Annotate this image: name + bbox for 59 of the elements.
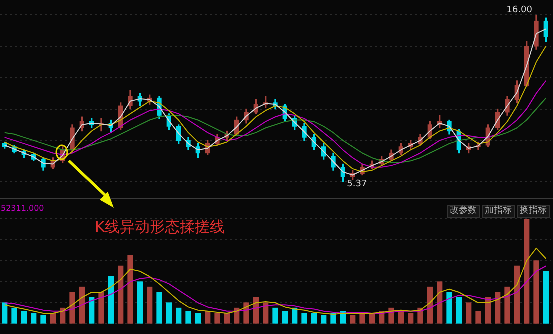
bar — [408, 313, 414, 324]
bar — [89, 297, 95, 324]
bar — [427, 286, 433, 324]
bar — [166, 302, 172, 324]
bar — [476, 311, 482, 324]
bar — [263, 302, 269, 324]
bar — [437, 282, 443, 324]
bar — [543, 271, 549, 324]
bar — [195, 313, 201, 324]
bar — [137, 282, 143, 324]
annotation: 5.37 — [347, 179, 368, 190]
bar — [128, 255, 134, 324]
bar — [282, 311, 288, 324]
bar — [70, 292, 76, 324]
bar — [340, 311, 346, 324]
text: 加指标 — [482, 205, 515, 218]
bar — [321, 315, 327, 324]
bar — [466, 302, 472, 324]
bar — [369, 313, 375, 324]
bar — [31, 313, 37, 324]
bar — [98, 292, 104, 324]
bar — [272, 308, 278, 324]
bar — [234, 308, 240, 324]
bar — [446, 292, 452, 324]
bar — [514, 266, 520, 324]
bar — [504, 286, 510, 324]
bar — [21, 311, 27, 324]
bar — [311, 313, 317, 324]
bar — [302, 313, 308, 324]
bar — [156, 292, 162, 324]
bar — [2, 302, 8, 324]
bar — [40, 315, 46, 324]
bar — [12, 308, 18, 324]
annotation: 16.00 — [506, 5, 533, 16]
bar — [456, 297, 462, 324]
bar — [485, 297, 491, 324]
annotation: K线异动形态揉搓线 — [95, 218, 225, 237]
bar — [350, 315, 356, 324]
text: 52311.000 — [1, 204, 44, 213]
bar — [330, 313, 336, 324]
bar — [108, 276, 114, 324]
bar — [524, 219, 530, 324]
bar — [79, 286, 85, 324]
bar — [118, 266, 124, 324]
bar — [398, 311, 404, 324]
bar — [534, 260, 540, 324]
bar — [50, 313, 56, 324]
bar — [292, 308, 298, 324]
bar — [360, 313, 366, 324]
bar — [253, 297, 259, 324]
bar — [495, 292, 501, 324]
text: 改参数 — [447, 205, 480, 218]
bar — [214, 313, 220, 324]
bar — [224, 313, 230, 324]
bar — [186, 311, 192, 324]
bar — [205, 311, 211, 324]
bar — [176, 308, 182, 324]
text: 换指标 — [517, 205, 550, 218]
bar — [147, 286, 153, 324]
